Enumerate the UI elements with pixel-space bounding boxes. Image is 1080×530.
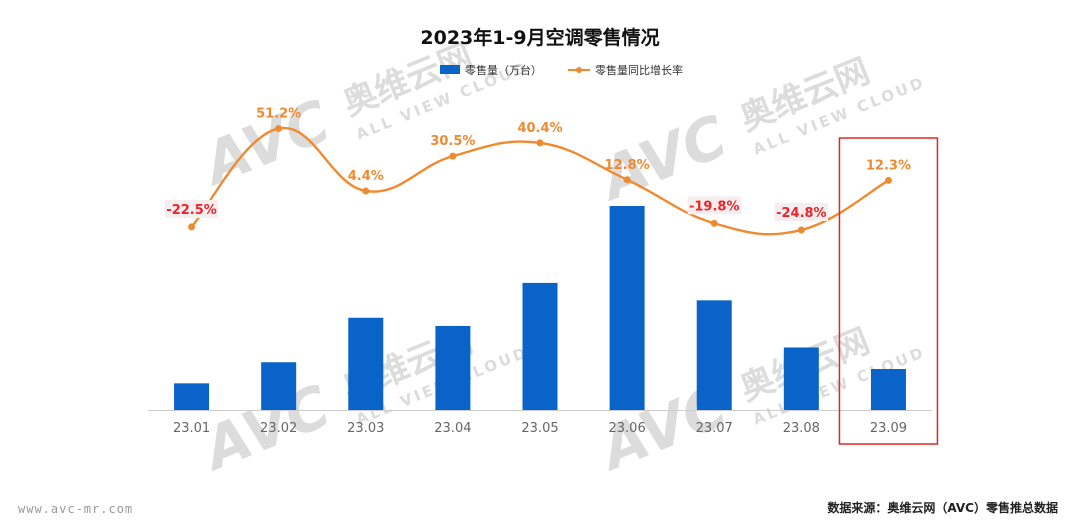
line-label-23.02: 51.2% [256,106,301,121]
line-label-23.08: -24.8% [776,206,827,221]
line-label-23.04: 30.5% [430,134,475,149]
x-tick-label-23.05: 23.05 [521,421,558,436]
line-point-23.09 [884,176,892,184]
line-label-23.01: -22.5% [166,203,217,218]
line-point-23.08 [797,226,805,234]
line-label-23.05: 40.4% [517,121,562,136]
footer-source: 数据来源：奥维云网（AVC）零售推总数据 [827,501,1058,515]
line-data-labels: -22.5% 51.2% 4.4% 30.5% 40.4% 12.8% -19.8% -24.… [164,106,911,222]
bar-23.08 [783,347,819,410]
line-label-23.06: 12.8% [605,158,650,173]
line-label-23.07: -19.8% [689,199,740,214]
bar-23.09 [870,369,906,410]
legend: 零售量（万台） 零售量同比增长率 [440,63,683,77]
line-point-23.01 [188,223,196,231]
x-axis-ticks: 23.01 23.02 23.03 23.04 23.05 23.06 23.07 23.08… [173,421,907,436]
legend-label-bar: 零售量（万台） [465,63,542,77]
legend-swatch-dot [576,67,582,73]
bar-23.02 [261,362,297,410]
x-tick-label-23.08: 23.08 [783,421,820,436]
line-point-23.02 [275,124,283,132]
legend-swatch-bar [440,65,460,74]
bar-23.04 [435,325,471,410]
line-label-23.09: 12.3% [866,158,911,173]
line-point-23.05 [536,139,544,147]
line-point-23.06 [623,176,631,184]
x-tick-label-23.06: 23.06 [609,421,646,436]
bar-23.01 [174,383,210,410]
bar-23.06 [609,206,645,410]
line-point-23.04 [449,152,457,160]
line-label-bg-23.01 [164,199,219,218]
line-points [188,124,892,234]
line-series-growth [190,126,890,236]
line-point-23.03 [362,187,370,195]
line-label-bg-23.08 [774,203,828,222]
bar-23.05 [522,282,558,410]
bar-23.07 [696,300,732,410]
x-tick-label-23.04: 23.04 [434,421,471,436]
x-tick-label-23.09: 23.09 [870,421,907,436]
watermark-logo: AVC [191,87,339,200]
bar-23.03 [348,317,384,410]
highlight-box-23.09 [838,137,939,445]
x-tick-label-23.02: 23.02 [260,421,297,436]
chart-title: 2023年1-9月空调零售情况 [420,26,659,49]
line-label-bg-23.07 [687,196,741,215]
legend-label-line: 零售量同比增长率 [595,63,683,77]
line-label-23.03: 4.4% [348,169,384,184]
line-point-23.07 [710,219,718,227]
bar-series [174,206,906,410]
x-tick-label-23.07: 23.07 [696,421,733,436]
footer-url: www.avc-mr.com [18,502,134,516]
x-tick-label-23.01: 23.01 [173,421,210,436]
x-tick-label-23.03: 23.03 [347,421,384,436]
